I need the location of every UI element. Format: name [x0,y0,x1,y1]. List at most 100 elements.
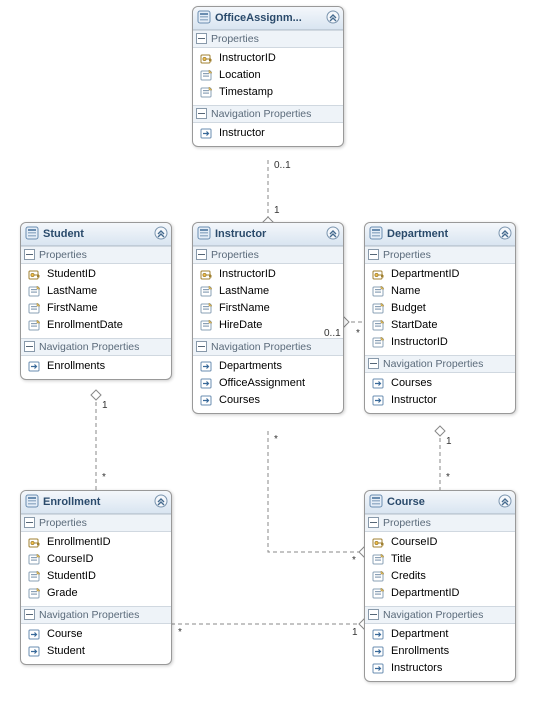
property-label: Department [391,628,448,640]
entity-title: Department [387,228,448,240]
entity-enrollment[interactable]: EnrollmentProperties EnrollmentID CourseID… [20,490,172,665]
entity-header[interactable]: Department [365,223,515,246]
section-toggle-icon[interactable] [196,108,207,119]
property-item[interactable]: Enrollments [365,643,515,660]
property-item[interactable]: CourseID [365,534,515,551]
entity-header[interactable]: OfficeAssignm... [193,7,343,30]
section-toggle-icon[interactable] [24,517,35,528]
property-item[interactable]: Credits [365,568,515,585]
section-header[interactable]: Navigation Properties [365,606,515,624]
cardinality-label: * [274,434,278,445]
property-item[interactable]: InstructorID [193,266,343,283]
property-label: Departments [219,360,282,372]
property-item[interactable]: Course [21,626,171,643]
property-label: DepartmentID [391,268,459,280]
property-item[interactable]: Instructor [193,125,343,142]
property-item[interactable]: Instructor [365,392,515,409]
nav-icon [200,359,214,373]
section-header[interactable]: Properties [193,30,343,48]
section-toggle-icon[interactable] [24,341,35,352]
property-item[interactable]: StartDate [365,317,515,334]
section-label: Navigation Properties [211,108,311,120]
property-item[interactable]: Budget [365,300,515,317]
property-item[interactable]: Courses [365,375,515,392]
property-item[interactable]: OfficeAssignment [193,375,343,392]
property-item[interactable]: Grade [21,585,171,602]
property-list: StudentID LastName FirstName EnrollmentDate [21,264,171,338]
property-label: DepartmentID [391,587,459,599]
section-header[interactable]: Properties [21,514,171,532]
property-item[interactable]: InstructorID [365,334,515,351]
section-toggle-icon[interactable] [24,609,35,620]
property-item[interactable]: InstructorID [193,50,343,67]
collapse-icon[interactable] [498,226,512,240]
property-label: Timestamp [219,86,273,98]
property-item[interactable]: EnrollmentDate [21,317,171,334]
property-label: Student [47,645,85,657]
section-header[interactable]: Navigation Properties [193,105,343,123]
property-item[interactable]: Instructors [365,660,515,677]
property-label: Enrollments [391,645,449,657]
relationship-line [268,431,364,552]
section-header[interactable]: Properties [365,246,515,264]
section-header[interactable]: Properties [193,246,343,264]
entity-header[interactable]: Enrollment [21,491,171,514]
property-item[interactable]: LastName [21,283,171,300]
property-label: EnrollmentDate [47,319,123,331]
entity-title: Student [43,228,84,240]
property-item[interactable]: FirstName [193,300,343,317]
property-item[interactable]: StudentID [21,266,171,283]
property-label: CourseID [47,553,93,565]
section-toggle-icon[interactable] [196,33,207,44]
collapse-icon[interactable] [154,494,168,508]
property-item[interactable]: Location [193,67,343,84]
property-item[interactable]: Department [365,626,515,643]
property-item[interactable]: Courses [193,392,343,409]
section-toggle-icon[interactable] [368,358,379,369]
property-item[interactable]: Title [365,551,515,568]
section-header[interactable]: Navigation Properties [365,355,515,373]
property-list: CourseIDTitleCredits DepartmentID [365,532,515,606]
section-header[interactable]: Navigation Properties [193,338,343,356]
property-label: LastName [47,285,97,297]
section-toggle-icon[interactable] [368,249,379,260]
section-header[interactable]: Navigation Properties [21,606,171,624]
collapse-icon[interactable] [154,226,168,240]
property-item[interactable]: DepartmentID [365,585,515,602]
property-item[interactable]: DepartmentID [365,266,515,283]
entity-header[interactable]: Instructor [193,223,343,246]
property-item[interactable]: Enrollments [21,358,171,375]
collapse-icon[interactable] [326,10,340,24]
section-toggle-icon[interactable] [368,517,379,528]
section-toggle-icon[interactable] [24,249,35,260]
section-header[interactable]: Properties [21,246,171,264]
entity-office[interactable]: OfficeAssignm...Properties InstructorIDLo… [192,6,344,147]
entity-course[interactable]: CourseProperties CourseIDTitleCredits Depa… [364,490,516,682]
property-item[interactable]: FirstName [21,300,171,317]
property-item[interactable]: Departments [193,358,343,375]
entity-instructor[interactable]: InstructorProperties InstructorIDLastName… [192,222,344,414]
prop-icon [28,586,42,600]
section-toggle-icon[interactable] [368,609,379,620]
prop-icon [28,301,42,315]
collapse-icon[interactable] [498,494,512,508]
collapse-icon[interactable] [326,226,340,240]
section-header[interactable]: Navigation Properties [21,338,171,356]
property-item[interactable]: LastName [193,283,343,300]
property-item[interactable]: StudentID [21,568,171,585]
property-item[interactable]: EnrollmentID [21,534,171,551]
entity-department[interactable]: Department Properties DepartmentID NameBudg… [364,222,516,414]
property-item[interactable]: Student [21,643,171,660]
property-item[interactable]: Name [365,283,515,300]
entity-header[interactable]: Course [365,491,515,514]
property-list: Instructor [193,123,343,146]
property-item[interactable]: Timestamp [193,84,343,101]
section-toggle-icon[interactable] [196,341,207,352]
entity-header[interactable]: Student [21,223,171,246]
entity-student[interactable]: Student Properties StudentID LastName FirstN… [20,222,172,380]
property-item[interactable]: HireDate [193,317,343,334]
prop-icon [372,335,386,349]
property-item[interactable]: CourseID [21,551,171,568]
section-header[interactable]: Properties [365,514,515,532]
section-toggle-icon[interactable] [196,249,207,260]
